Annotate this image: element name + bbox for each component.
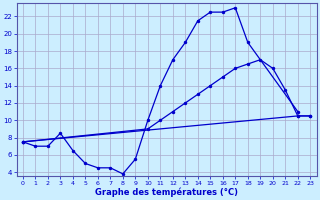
X-axis label: Graphe des températures (°C): Graphe des températures (°C) [95, 187, 238, 197]
